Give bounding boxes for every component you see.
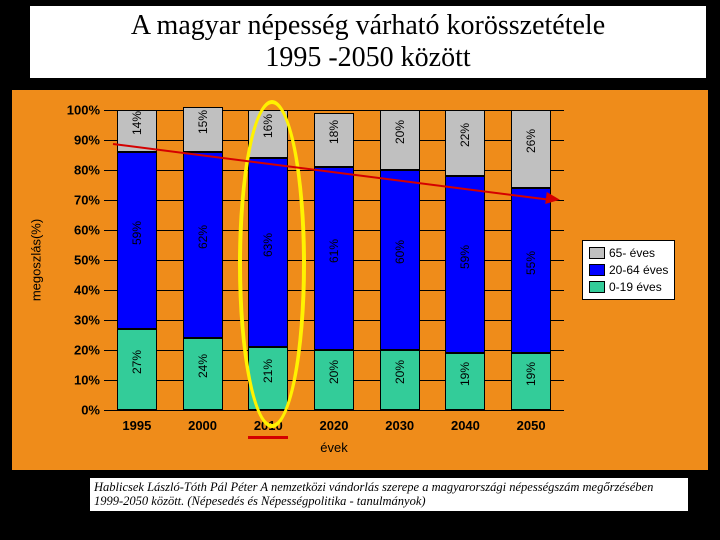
legend-item: 65- éves <box>589 245 668 262</box>
ytick-label: 50% <box>74 253 100 268</box>
xtick-label: 1995 <box>122 418 151 433</box>
caption: Hablicsek László-Tóth Pál Péter A nemzet… <box>90 478 688 511</box>
ytick-label: 40% <box>74 283 100 298</box>
legend-label: 0-19 éves <box>609 279 662 296</box>
bar-value-label: 59% <box>130 220 144 244</box>
bar-value-label: 18% <box>327 120 341 144</box>
xtick-label: 2030 <box>385 418 414 433</box>
legend-label: 20-64 éves <box>609 262 668 279</box>
bar-value-label: 15% <box>196 109 210 133</box>
bar-value-label: 27% <box>130 349 144 373</box>
bar-value-label: 22% <box>458 123 472 147</box>
plot-region: 0%10%20%30%40%50%60%70%80%90%100%27%59%1… <box>104 110 564 410</box>
legend-item: 20-64 éves <box>589 262 668 279</box>
bar-column: 27% 59% 14% <box>117 110 157 410</box>
trend-arrow-head-icon <box>545 192 560 206</box>
bar-column: 19% 55% 26% <box>511 110 551 410</box>
highlight-ellipse <box>238 100 306 428</box>
ytick-label: 60% <box>74 223 100 238</box>
ytick-label: 90% <box>74 133 100 148</box>
bar-column: 19% 59% 22% <box>445 110 485 410</box>
ytick-label: 100% <box>67 103 100 118</box>
bar-value-label: 55% <box>524 250 538 274</box>
bar-value-label: 24% <box>196 354 210 378</box>
bar-value-label: 20% <box>327 360 341 384</box>
xtick-label: 2020 <box>320 418 349 433</box>
bar-column: 20% 60% 20% <box>380 110 420 410</box>
legend-label: 65- éves <box>609 245 655 262</box>
legend-item: 0-19 éves <box>589 279 668 296</box>
bar-value-label: 26% <box>524 129 538 153</box>
legend-swatch <box>589 264 605 276</box>
slide: A magyar népesség várható korösszetétele… <box>0 0 720 540</box>
bar-value-label: 59% <box>458 244 472 268</box>
title: A magyar népesség várható korösszetétele… <box>30 6 706 78</box>
ytick-label: 70% <box>74 193 100 208</box>
xtick-label: 2000 <box>188 418 217 433</box>
underline-2010 <box>248 436 288 439</box>
bar-value-label: 62% <box>196 225 210 249</box>
bar-value-label: 20% <box>393 120 407 144</box>
y-axis-label: megoszlás(%) <box>29 219 44 301</box>
gridline <box>104 410 564 411</box>
xtick-label: 2050 <box>517 418 546 433</box>
ytick-label: 30% <box>74 313 100 328</box>
legend-swatch <box>589 247 605 259</box>
bar-value-label: 14% <box>130 111 144 135</box>
title-line-1: A magyar népesség várható korösszetétele <box>131 10 605 41</box>
bar-value-label: 60% <box>393 240 407 264</box>
ytick-label: 20% <box>74 343 100 358</box>
ytick-label: 80% <box>74 163 100 178</box>
bar-value-label: 20% <box>393 360 407 384</box>
title-line-2: 1995 -2050 között <box>265 42 470 73</box>
x-axis-label: évek <box>104 440 564 455</box>
bar-column: 20% 61% 18% <box>314 110 354 410</box>
bar-value-label: 19% <box>458 361 472 385</box>
bar-value-label: 61% <box>327 238 341 262</box>
legend-swatch <box>589 281 605 293</box>
xtick-label: 2040 <box>451 418 480 433</box>
ytick-label: 0% <box>81 403 100 418</box>
chart-area: megoszlás(%) 0% 10% 20% 30% 40% 50% 60% 70% 80% 9… <box>12 90 708 470</box>
ytick-label: 10% <box>74 373 100 388</box>
legend: 65- éves 20-64 éves 0-19 éves <box>582 240 675 300</box>
bar-value-label: 19% <box>524 361 538 385</box>
